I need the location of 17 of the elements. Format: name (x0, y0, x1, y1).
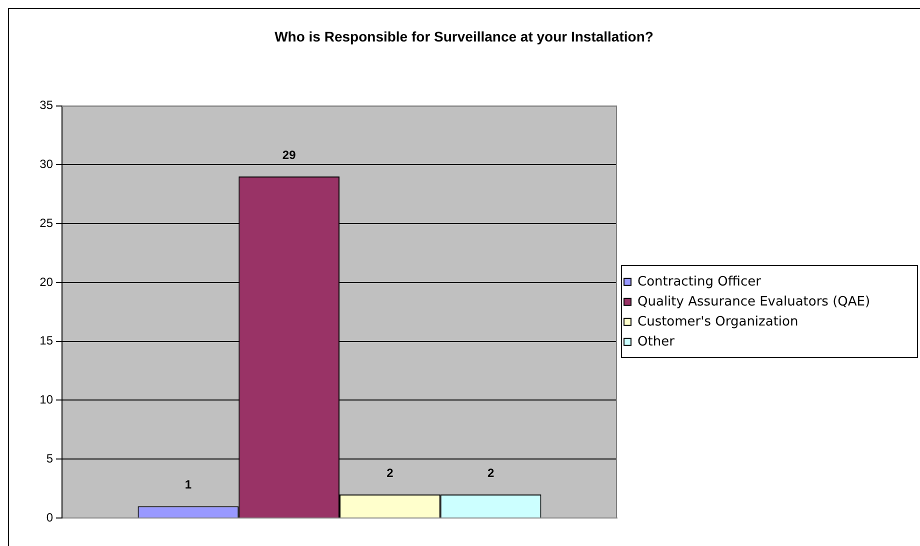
legend-label: Contracting Officer (638, 274, 762, 290)
legend-label: Quality Assurance Evaluators (QAE) (638, 294, 870, 310)
y-tick-label: 0 (46, 510, 54, 524)
y-tick-label: 25 (40, 216, 54, 230)
y-tick-label: 10 (40, 392, 54, 407)
data-label: 2 (487, 466, 494, 480)
data-label: 29 (282, 148, 296, 162)
data-label: 1 (184, 478, 192, 492)
y-tick-label: 30 (40, 157, 54, 171)
chart-title: Who is Responsible for Surveillance at your Installation? (274, 28, 654, 44)
y-tick-label: 35 (40, 98, 54, 112)
data-label: 2 (386, 466, 394, 480)
y-tick-label: 15 (40, 334, 54, 348)
legend-label: Customer's Organization (638, 314, 798, 330)
y-tick-label: 5 (46, 451, 54, 466)
legend-label: Other (638, 334, 676, 350)
y-tick-label: 20 (40, 274, 54, 289)
